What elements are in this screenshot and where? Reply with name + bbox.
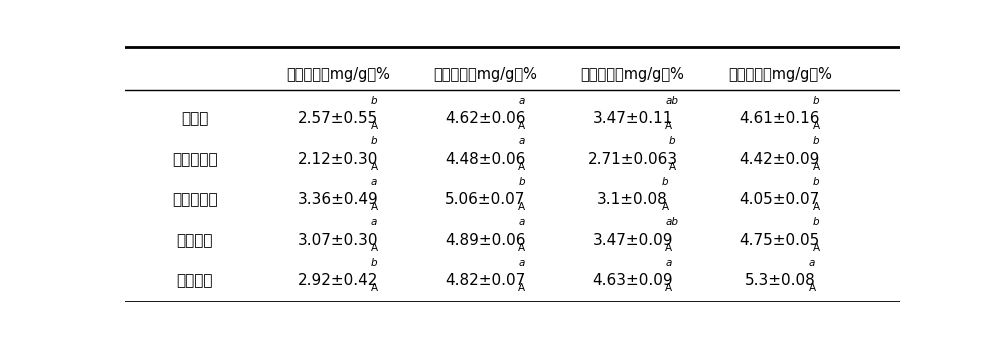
Text: 5.3±0.08: 5.3±0.08 — [744, 273, 815, 288]
Text: 5.06±0.07: 5.06±0.07 — [445, 193, 526, 207]
Text: 空白组: 空白组 — [181, 112, 208, 126]
Text: a: a — [665, 258, 672, 268]
Text: A: A — [371, 202, 378, 212]
Text: A: A — [662, 202, 669, 212]
Text: 4.82±0.07: 4.82±0.07 — [445, 273, 526, 288]
Text: A: A — [518, 121, 525, 131]
Text: 2.12±0.30: 2.12±0.30 — [298, 152, 378, 167]
Text: A: A — [371, 283, 378, 293]
Text: b: b — [371, 136, 378, 146]
Text: ab: ab — [665, 217, 678, 227]
Text: 4.48±0.06: 4.48±0.06 — [445, 152, 526, 167]
Text: A: A — [809, 283, 816, 293]
Text: b: b — [371, 258, 378, 268]
Text: b: b — [813, 136, 819, 146]
Text: 胸腺指数（mg/g）%: 胸腺指数（mg/g）% — [581, 67, 685, 82]
Text: 2.71±0.063: 2.71±0.063 — [588, 152, 678, 167]
Text: 4.62±0.06: 4.62±0.06 — [445, 112, 526, 126]
Text: a: a — [518, 96, 525, 106]
Text: 3.07±0.30: 3.07±0.30 — [298, 233, 378, 248]
Text: A: A — [518, 202, 525, 212]
Text: 4.75±0.05: 4.75±0.05 — [740, 233, 820, 248]
Text: 3.36±0.49: 3.36±0.49 — [298, 193, 378, 207]
Text: 脾脏指数（mg/g）%: 脾脏指数（mg/g）% — [728, 67, 832, 82]
Text: b: b — [662, 177, 668, 187]
Text: 3.47±0.11: 3.47±0.11 — [592, 112, 673, 126]
Text: 脾脏指数（mg/g）%: 脾脏指数（mg/g）% — [433, 67, 537, 82]
Text: a: a — [809, 258, 815, 268]
Text: A: A — [665, 121, 673, 131]
Text: ab: ab — [665, 96, 678, 106]
Text: 空白吹沙组: 空白吹沙组 — [172, 152, 218, 167]
Text: a: a — [371, 217, 377, 227]
Text: A: A — [371, 162, 378, 172]
Text: b: b — [518, 177, 525, 187]
Text: A: A — [813, 162, 820, 172]
Text: 3.1±0.08: 3.1±0.08 — [597, 193, 668, 207]
Text: b: b — [813, 217, 819, 227]
Text: a: a — [518, 217, 525, 227]
Text: A: A — [813, 121, 820, 131]
Text: 胸腺指数（mg/g）%: 胸腺指数（mg/g）% — [286, 67, 390, 82]
Text: b: b — [669, 136, 676, 146]
Text: 3.47±0.09: 3.47±0.09 — [592, 233, 673, 248]
Text: A: A — [813, 202, 820, 212]
Text: A: A — [518, 283, 525, 293]
Text: 4.42±0.09: 4.42±0.09 — [740, 152, 820, 167]
Text: 4.61±0.16: 4.61±0.16 — [740, 112, 820, 126]
Text: a: a — [518, 258, 525, 268]
Text: 2.57±0.55: 2.57±0.55 — [298, 112, 378, 126]
Text: 4.63±0.09: 4.63±0.09 — [592, 273, 673, 288]
Text: A: A — [665, 283, 673, 293]
Text: A: A — [813, 243, 820, 253]
Text: A: A — [371, 121, 378, 131]
Text: A: A — [669, 162, 676, 172]
Text: 阳性对照组: 阳性对照组 — [172, 193, 218, 207]
Text: A: A — [371, 243, 378, 253]
Text: A: A — [665, 243, 673, 253]
Text: 低剂量组: 低剂量组 — [176, 273, 213, 288]
Text: a: a — [518, 136, 525, 146]
Text: b: b — [813, 96, 819, 106]
Text: 4.89±0.06: 4.89±0.06 — [445, 233, 526, 248]
Text: b: b — [371, 96, 378, 106]
Text: 2.92±0.42: 2.92±0.42 — [298, 273, 378, 288]
Text: 4.05±0.07: 4.05±0.07 — [740, 193, 820, 207]
Text: b: b — [813, 177, 819, 187]
Text: A: A — [518, 162, 525, 172]
Text: A: A — [518, 243, 525, 253]
Text: 高剂量组: 高剂量组 — [176, 233, 213, 248]
Text: a: a — [371, 177, 377, 187]
